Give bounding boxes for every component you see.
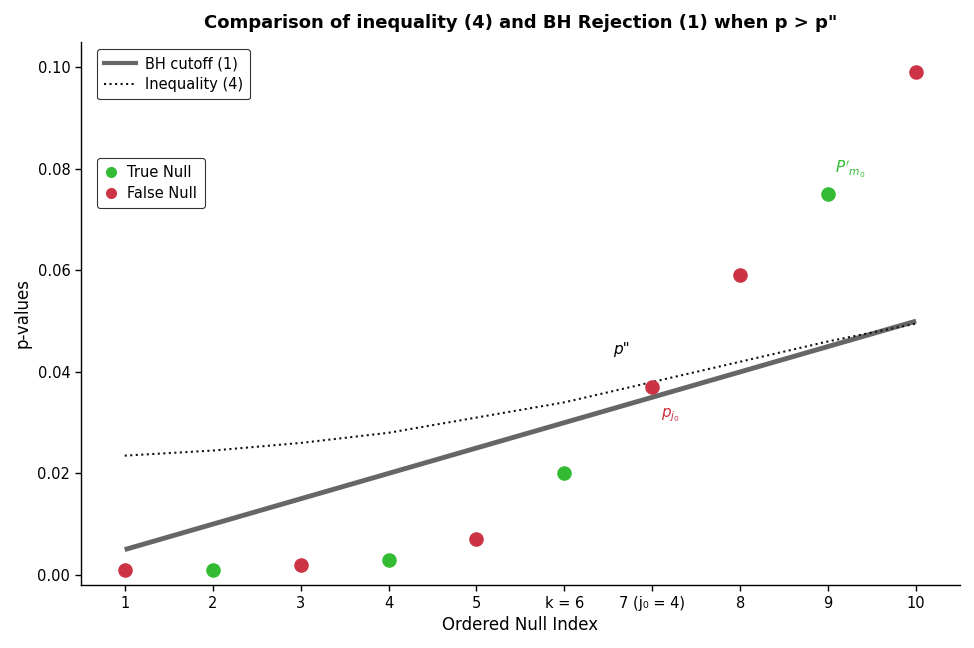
Point	[732, 270, 748, 281]
X-axis label: Ordered Null Index: Ordered Null Index	[442, 616, 598, 634]
Point	[556, 469, 572, 479]
Point	[909, 67, 924, 77]
Y-axis label: p-values: p-values	[14, 279, 32, 349]
Point	[293, 560, 309, 570]
Point	[117, 564, 132, 575]
Point	[205, 564, 220, 575]
Point	[645, 382, 660, 392]
Title: Comparison of inequality (4) and BH Rejection (1) when p > p": Comparison of inequality (4) and BH Reje…	[204, 14, 837, 32]
Legend: True Null, False Null: True Null, False Null	[96, 157, 205, 208]
Point	[381, 555, 396, 565]
Text: $p_{j_0}$: $p_{j_0}$	[661, 407, 680, 424]
Point	[468, 534, 484, 544]
Text: p": p"	[613, 342, 629, 357]
Text: $P'_{m_0}$: $P'_{m_0}$	[836, 159, 866, 180]
Point	[820, 189, 836, 200]
